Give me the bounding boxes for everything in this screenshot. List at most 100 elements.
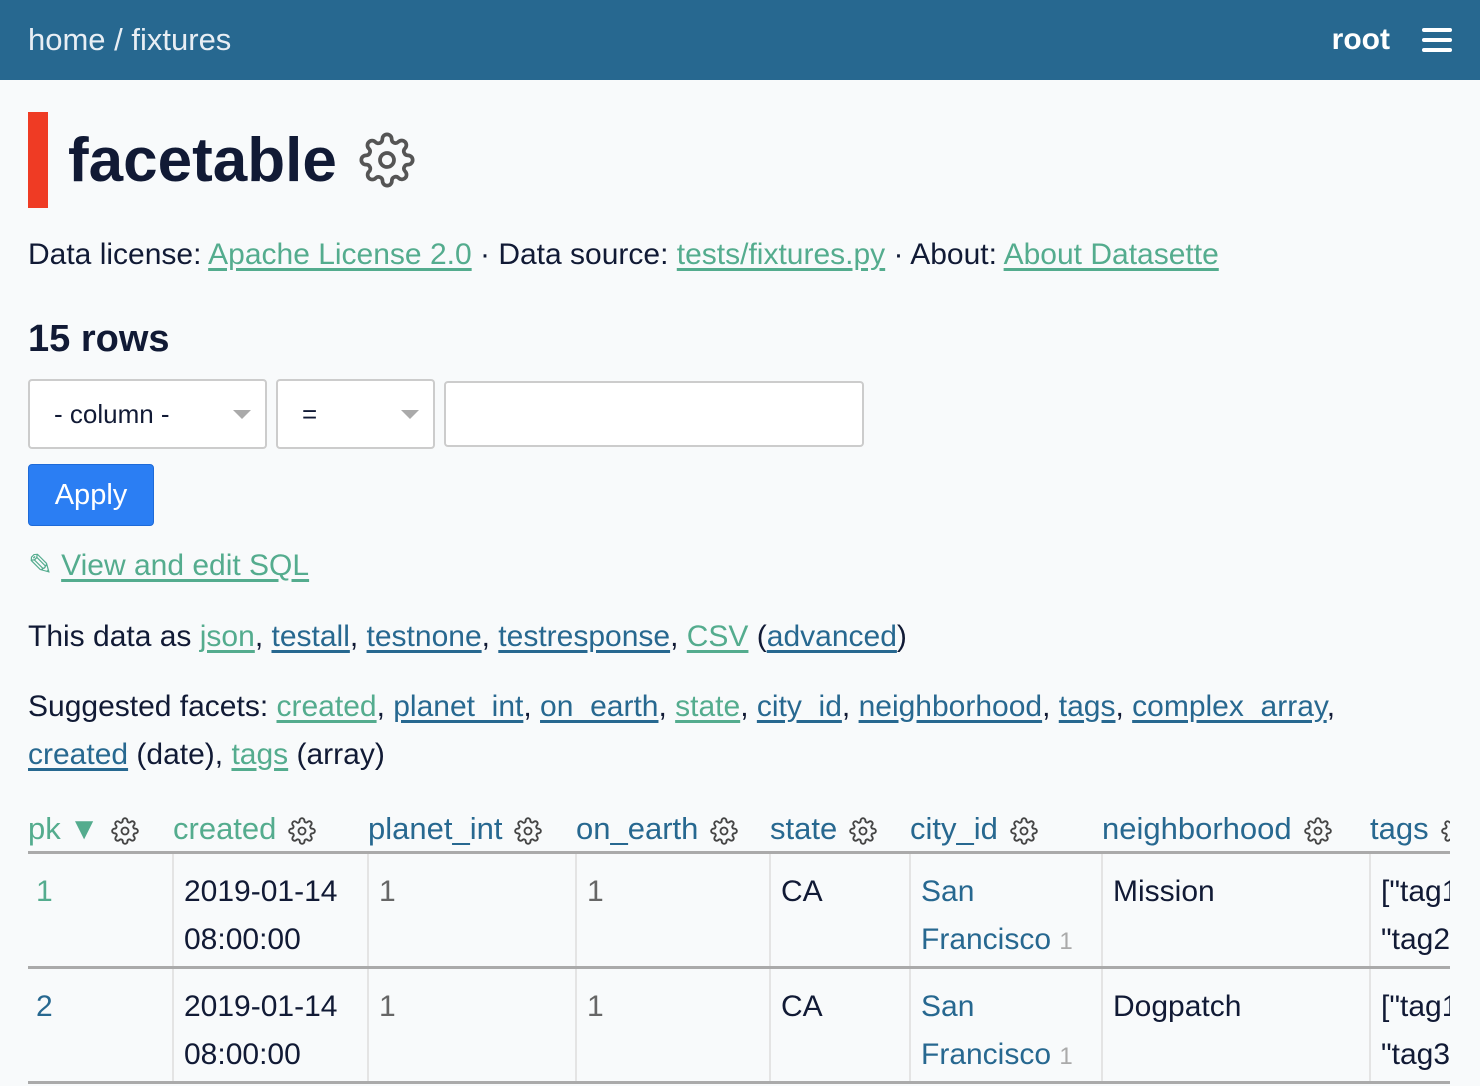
facet-neighborhood[interactable]: neighborhood xyxy=(858,690,1043,723)
column-select[interactable]: - column - xyxy=(28,379,267,449)
export-label: This data as xyxy=(28,620,200,653)
export-testnone[interactable]: testnone xyxy=(366,620,482,653)
filter-value-input[interactable] xyxy=(444,381,864,447)
column-gear-icon[interactable] xyxy=(1006,811,1038,846)
sort-link-planet-int[interactable]: planet_int xyxy=(368,811,503,846)
tags-value: ["tag1", "tag3"] xyxy=(1381,990,1450,1071)
username: root xyxy=(1331,23,1390,56)
cell-neighborhood: Mission xyxy=(1101,852,1370,969)
rows-table: pk ▼ created planet_int on_earth state city_id… xyxy=(28,803,1450,1084)
export-links: This data as json, testall, testnone, te… xyxy=(28,620,907,653)
metadata: Data license: Apache License 2.0 · Data … xyxy=(28,238,1422,272)
source-link[interactable]: tests/fixtures.py xyxy=(676,238,886,271)
column-gear-icon[interactable] xyxy=(107,811,140,846)
sort-link-created[interactable]: created xyxy=(173,811,277,846)
city-link[interactable]: San Francisco xyxy=(921,875,1052,956)
column-gear-icon[interactable] xyxy=(284,811,317,846)
chevron-down-icon xyxy=(233,409,251,419)
sort-link-city-id[interactable]: city_id xyxy=(910,811,998,846)
facet-state[interactable]: state xyxy=(675,690,741,723)
cell-pk: 2 xyxy=(28,967,173,1084)
city-link[interactable]: San Francisco xyxy=(921,990,1052,1071)
city-id-value: 1 xyxy=(1059,1043,1073,1070)
facet-planet-int[interactable]: planet_int xyxy=(393,690,524,723)
sort-link-neighborhood[interactable]: neighborhood xyxy=(1102,811,1292,846)
facet-complex-array[interactable]: complex_array xyxy=(1132,690,1327,723)
column-header-on-earth: on_earth xyxy=(576,803,770,854)
cell-created: 2019-01-14 08:00:00 xyxy=(172,852,368,969)
column-gear-icon[interactable] xyxy=(845,811,877,846)
column-header-pk: pk ▼ xyxy=(28,803,173,854)
row-link[interactable]: 1 xyxy=(36,875,53,908)
operator-select[interactable]: = xyxy=(276,379,435,449)
cell-tags: ["tag1", "tag3"] xyxy=(1369,967,1450,1084)
tags-value: ["tag1", "tag2"] xyxy=(1381,875,1450,956)
column-header-neighborhood: neighborhood xyxy=(1102,803,1370,854)
dot: · xyxy=(885,238,911,271)
sort-link-pk[interactable]: pk xyxy=(28,811,61,846)
cell-on-earth: 1 xyxy=(575,967,770,1084)
column-select-value: - column - xyxy=(54,398,170,429)
sort-desc-icon: ▼ xyxy=(68,811,100,846)
column-header-city-id: city_id xyxy=(910,803,1102,854)
column-header-planet-int: planet_int xyxy=(368,803,576,854)
cell-state: CA xyxy=(769,967,910,1084)
dot: · xyxy=(471,238,499,271)
export-testresponse[interactable]: testresponse xyxy=(498,620,671,653)
breadcrumb: home / fixtures xyxy=(28,22,231,58)
menu-icon[interactable] xyxy=(1422,28,1452,52)
chevron-down-icon xyxy=(401,409,419,419)
column-header-tags: tags xyxy=(1370,803,1450,854)
export-advanced[interactable]: advanced xyxy=(766,620,897,653)
sort-link-on-earth[interactable]: on_earth xyxy=(576,811,699,846)
column-gear-icon[interactable] xyxy=(706,811,739,846)
cell-created: 2019-01-14 08:00:00 xyxy=(172,967,368,1084)
view-edit-sql-link[interactable]: View and edit SQL xyxy=(61,548,310,582)
cell-state: CA xyxy=(769,852,910,969)
column-gear-icon[interactable] xyxy=(1300,811,1332,846)
export-csv[interactable]: CSV xyxy=(686,620,749,653)
facet-tags-array[interactable]: tags xyxy=(231,738,289,771)
facet-on-earth[interactable]: on_earth xyxy=(540,690,659,723)
apply-button[interactable]: Apply xyxy=(28,464,154,526)
cell-planet-int: 1 xyxy=(367,852,576,969)
facet-created-date[interactable]: created xyxy=(28,738,129,771)
pencil-icon: ✎ xyxy=(28,549,54,582)
export-json[interactable]: json xyxy=(199,620,255,653)
cell-city-id: San Francisco 1 xyxy=(909,967,1102,1084)
breadcrumb-home[interactable]: home xyxy=(28,22,106,57)
facet-tags[interactable]: tags xyxy=(1058,690,1116,723)
page-title-block: facetable xyxy=(28,112,1422,208)
export-testall[interactable]: testall xyxy=(271,620,350,653)
page-title: facetable xyxy=(68,125,337,195)
facet-city-id[interactable]: city_id xyxy=(756,690,842,723)
gear-icon[interactable] xyxy=(359,132,415,188)
source-label: Data source: xyxy=(498,238,669,271)
suggested-facets: Suggested facets: created, planet_int, o… xyxy=(28,690,1336,771)
facets-label: Suggested facets: xyxy=(28,690,277,723)
facet-created[interactable]: created xyxy=(276,690,377,723)
cell-neighborhood: Dogpatch xyxy=(1101,967,1370,1084)
top-nav: home / fixtures root xyxy=(0,0,1480,80)
row-link[interactable]: 2 xyxy=(36,990,53,1023)
cell-city-id: San Francisco 1 xyxy=(909,852,1102,969)
sort-link-tags[interactable]: tags xyxy=(1370,811,1429,846)
sql-link-row: ✎ View and edit SQL xyxy=(28,548,1422,583)
breadcrumb-separator: / xyxy=(105,22,132,57)
cell-tags: ["tag1", "tag2"] xyxy=(1369,852,1450,969)
about-label: About: xyxy=(910,238,997,271)
row-count: 15 rows xyxy=(28,318,170,360)
cell-pk: 1 xyxy=(28,852,173,969)
breadcrumb-database[interactable]: fixtures xyxy=(131,22,232,57)
sort-link-state[interactable]: state xyxy=(770,811,838,846)
license-link[interactable]: Apache License 2.0 xyxy=(208,238,472,271)
column-gear-icon[interactable] xyxy=(1437,811,1450,846)
city-id-value: 1 xyxy=(1059,928,1073,955)
column-gear-icon[interactable] xyxy=(510,811,543,846)
license-label: Data license: xyxy=(28,238,202,271)
operator-select-value: = xyxy=(302,398,318,429)
about-link[interactable]: About Datasette xyxy=(1003,238,1219,271)
cell-planet-int: 1 xyxy=(367,967,576,1084)
